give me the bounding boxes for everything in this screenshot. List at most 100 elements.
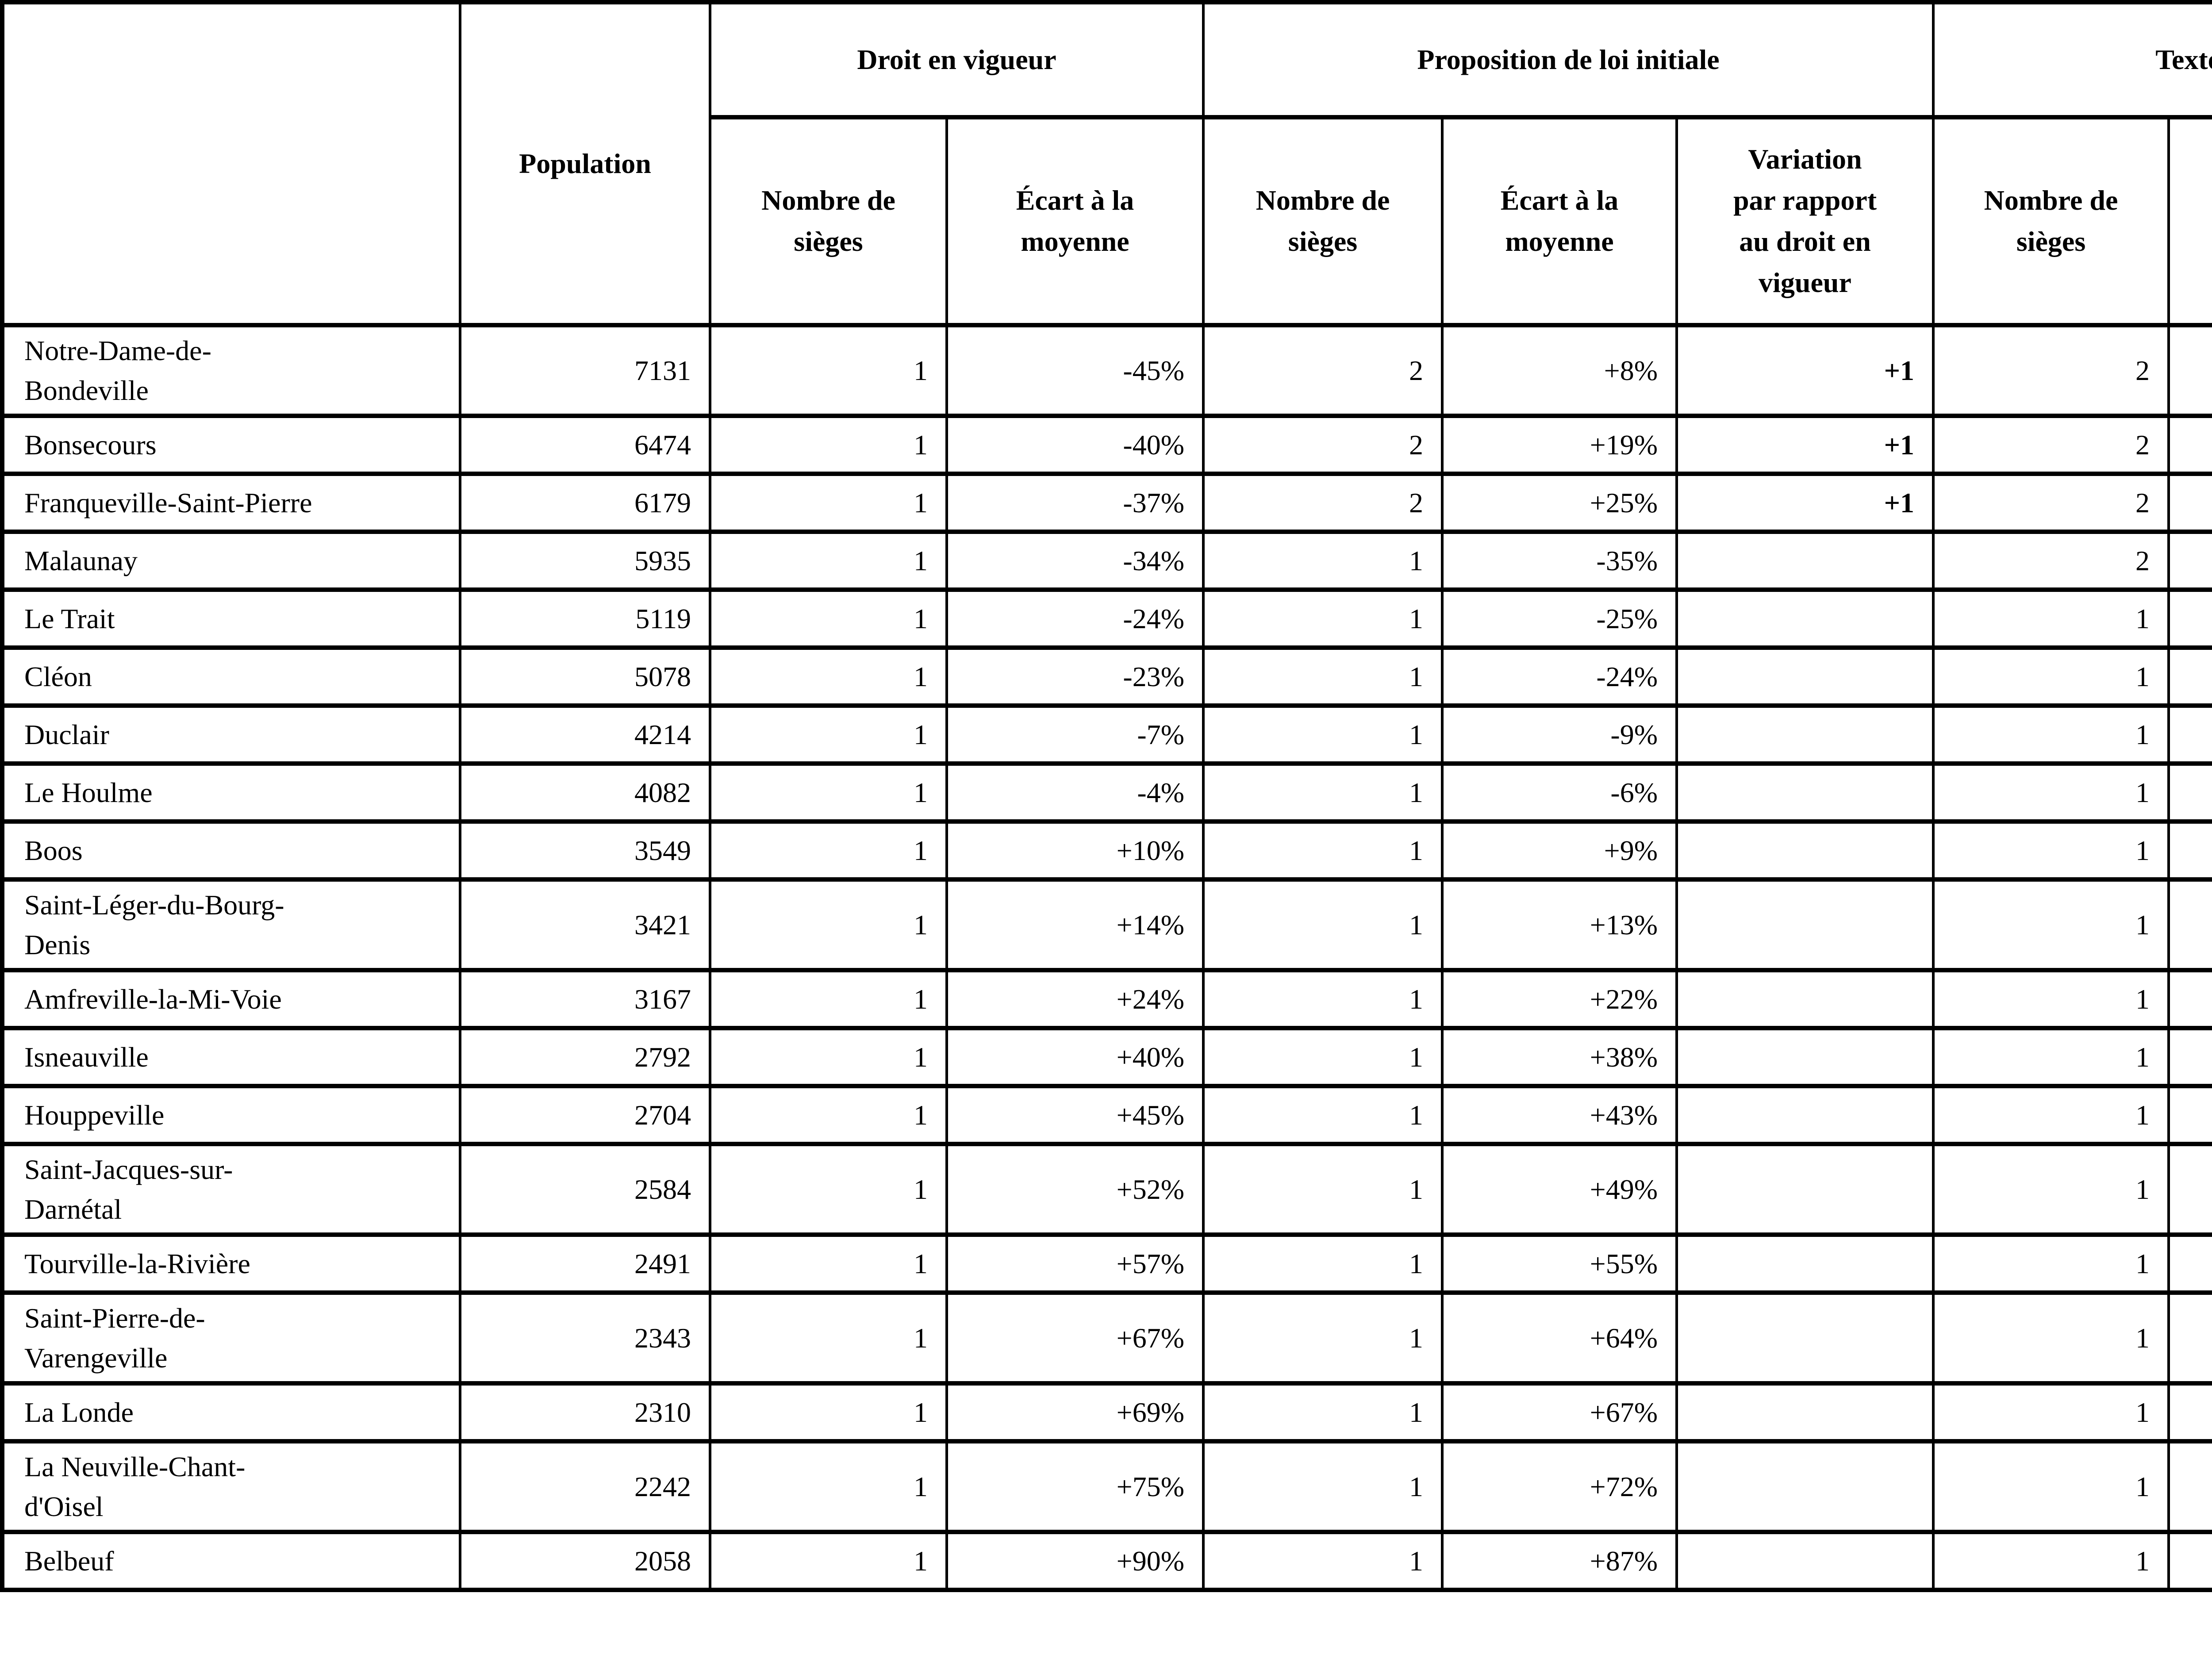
- dv-ecart-value: +24%: [945, 968, 1205, 1030]
- table-row: Bonsecours 6474 1 -40% 2 +19% +1 2 +9% +…: [1, 414, 2212, 476]
- pl-ecart-value: -35%: [1441, 530, 1678, 592]
- population-value: 7131: [459, 323, 711, 418]
- dv-sieges-value: 1: [709, 1142, 948, 1237]
- pl-ecart-value: -9%: [1441, 703, 1678, 766]
- commune-name: La Londe: [1, 1381, 461, 1443]
- commune-name: Franqueville-Saint-Pierre: [1, 472, 461, 534]
- tc-ecart-value: +57%: [2167, 1439, 2212, 1534]
- commune-name: Bonsecours: [1, 414, 461, 476]
- table-row: Amfreville-la-Mi-Voie 3167 1 +24% 1 +22%…: [1, 968, 2212, 1030]
- table-row: Malaunay 5935 1 -34% 1 -35% 2 +19% +1: [1, 530, 2212, 592]
- tc-ecart-value: +36%: [2167, 1142, 2212, 1237]
- pl-ecart-value: +87%: [1441, 1530, 1678, 1592]
- commune-name: Le Trait: [1, 587, 461, 650]
- table-row: Saint-Léger-du-Bourg- Denis 3421 1 +14% …: [1, 877, 2212, 972]
- tc-ecart-value: +52%: [2167, 1381, 2212, 1443]
- tc-sieges-value: 1: [1932, 645, 2170, 708]
- dv-sieges-value: 1: [709, 1381, 948, 1443]
- tc-ecart-value: +14%: [2167, 472, 2212, 534]
- population-value: 3421: [459, 877, 711, 972]
- dv-sieges-value: 1: [709, 1026, 948, 1088]
- population-value: 5935: [459, 530, 711, 592]
- pl-ecart-value: +38%: [1441, 1026, 1678, 1088]
- group-proposition-loi-initiale: Proposition de loi initiale: [1202, 0, 1935, 119]
- tc-ecart-value: +30%: [2167, 1084, 2212, 1146]
- population-value: 2704: [459, 1084, 711, 1146]
- dv-ecart-value: +69%: [945, 1381, 1205, 1443]
- pl-ecart-value: +55%: [1441, 1232, 1678, 1295]
- tc-ecart-value: +26%: [2167, 1026, 2212, 1088]
- pl-sieges-value: 1: [1202, 645, 1444, 708]
- pl-variation-value: [1675, 968, 1935, 1030]
- table-header: Population Droit en vigueur Proposition …: [1, 0, 2212, 327]
- dv-ecart-value: +75%: [945, 1439, 1205, 1534]
- pl-sieges-value: 1: [1202, 1084, 1444, 1146]
- table-row: Duclair 4214 1 -7% 1 -9% 1 -16%: [1, 703, 2212, 766]
- population-value: 6474: [459, 414, 711, 476]
- tc-sieges-value: 1: [1932, 877, 2170, 972]
- dv-ecart-value: +57%: [945, 1232, 1205, 1295]
- pl-sieges-value: 1: [1202, 1381, 1444, 1443]
- group-droit-en-vigueur: Droit en vigueur: [709, 0, 1205, 119]
- tc-sieges-value: 2: [1932, 414, 2170, 476]
- dv-ecart-value: -45%: [945, 323, 1205, 418]
- pl-ecart-value: +64%: [1441, 1290, 1678, 1386]
- dv-sieges-value: 1: [709, 1530, 948, 1592]
- dv-sieges-value: 1: [709, 472, 948, 534]
- table-row: Franqueville-Saint-Pierre 6179 1 -37% 2 …: [1, 472, 2212, 534]
- population-value: 4214: [459, 703, 711, 766]
- table-row: Isneauville 2792 1 +40% 1 +38% 1 +26%: [1, 1026, 2212, 1088]
- population-value: 2058: [459, 1530, 711, 1592]
- population-value: 2584: [459, 1142, 711, 1237]
- population-value: 5078: [459, 645, 711, 708]
- pl-variation-value: [1675, 1530, 1935, 1592]
- commune-name: Notre-Dame-de- Bondeville: [1, 323, 461, 418]
- pl-ecart-value: -6%: [1441, 761, 1678, 824]
- tc-sieges-value: 1: [1932, 1439, 2170, 1534]
- commune-name: Le Houlme: [1, 761, 461, 824]
- pl-sieges-value: 1: [1202, 587, 1444, 650]
- group-header-row: Population Droit en vigueur Proposition …: [1, 0, 2212, 327]
- population-header: Population: [459, 0, 711, 327]
- dv-ecart-value: -37%: [945, 472, 1205, 534]
- pl-ecart-value: -25%: [1441, 587, 1678, 650]
- pl-variation-value: [1675, 761, 1935, 824]
- pl-variation-value: [1675, 1439, 1935, 1534]
- pl-variation-value: [1675, 877, 1935, 972]
- pl-variation-value: [1675, 1232, 1935, 1295]
- tc-sieges-value: 1: [1932, 1290, 2170, 1386]
- tc-sieges-value: 1: [1932, 819, 2170, 882]
- population-value: 3167: [459, 968, 711, 1030]
- dv-sieges-value: 1: [709, 761, 948, 824]
- tc-sieges-value: 1: [1932, 1026, 2170, 1088]
- pl-sieges-value: 1: [1202, 1439, 1444, 1534]
- tc-ecart-value: +11%: [2167, 968, 2212, 1030]
- table-row: Tourville-la-Rivière 2491 1 +57% 1 +55% …: [1, 1232, 2212, 1295]
- group-texte-commission: Texte de la commission: [1932, 0, 2212, 119]
- tc-ecart-value: -31%: [2167, 587, 2212, 650]
- population-value: 2792: [459, 1026, 711, 1088]
- dv-ecart-value: +40%: [945, 1026, 1205, 1088]
- dv-ecart-value: -4%: [945, 761, 1205, 824]
- commune-name: Belbeuf: [1, 1530, 461, 1592]
- pl-variation-value: [1675, 703, 1935, 766]
- tc-ecart-value: +3%: [2167, 877, 2212, 972]
- pl-sieges-value: 1: [1202, 1026, 1444, 1088]
- dv-sieges-value: 1: [709, 703, 948, 766]
- tc-sieges-value: 1: [1932, 1232, 2170, 1295]
- tc-sieges-value: 1: [1932, 587, 2170, 650]
- seat-allocation-table: Population Droit en vigueur Proposition …: [0, 0, 2212, 1592]
- commune-name: Saint-Pierre-de- Varengeville: [1, 1290, 461, 1386]
- table-row: Saint-Jacques-sur- Darnétal 2584 1 +52% …: [1, 1142, 2212, 1237]
- pl-sieges-value: 1: [1202, 761, 1444, 824]
- pl-variation-value: [1675, 1142, 1935, 1237]
- pl-sieges-header: Nombre de sièges: [1202, 115, 1444, 327]
- pl-variation-header: Variation par rapport au droit en vigueu…: [1675, 115, 1935, 327]
- pl-sieges-value: 2: [1202, 472, 1444, 534]
- commune-name: Saint-Jacques-sur- Darnétal: [1, 1142, 461, 1237]
- table-row: Le Trait 5119 1 -24% 1 -25% 1 -31%: [1, 587, 2212, 650]
- commune-name: Boos: [1, 819, 461, 882]
- table-row: Boos 3549 1 +10% 1 +9% 1 -1%: [1, 819, 2212, 882]
- population-value: 2491: [459, 1232, 711, 1295]
- pl-sieges-value: 1: [1202, 703, 1444, 766]
